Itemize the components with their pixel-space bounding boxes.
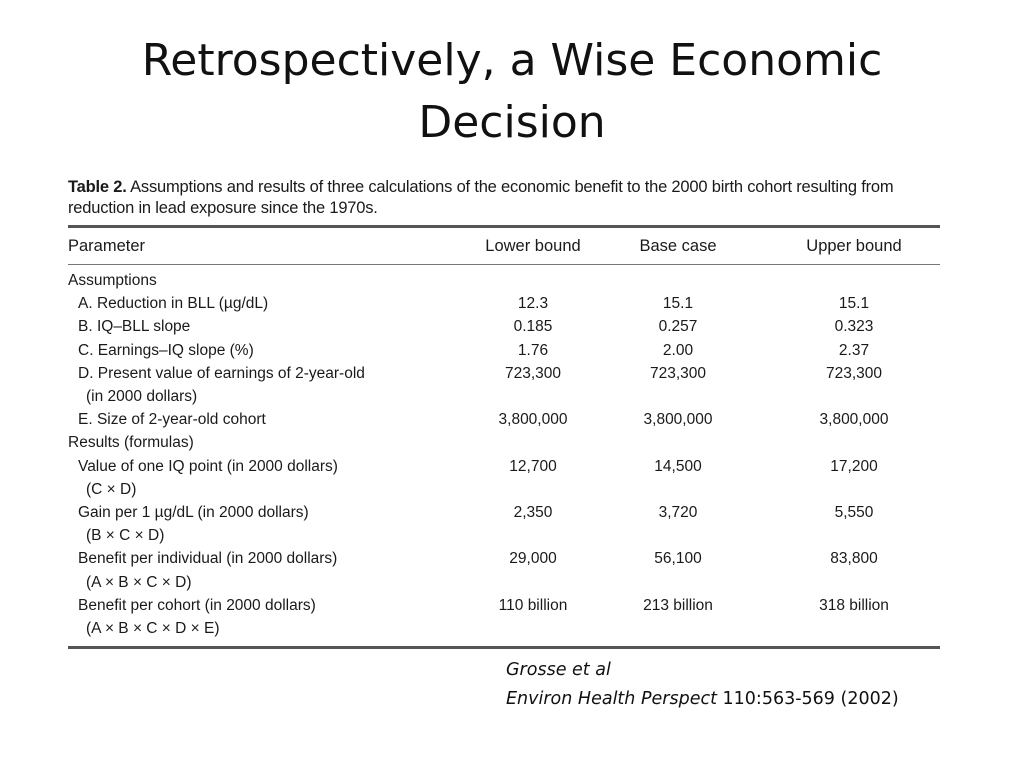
header-lower-bound: Lower bound [485, 236, 581, 255]
row-upper-bound: 2.37 [838, 341, 870, 359]
slide-title: Retrospectively, a Wise Economic Decisio… [0, 30, 1024, 154]
row-base-case: 3,800,000 [643, 411, 713, 429]
row-upper-bound: 0.323 [834, 318, 874, 336]
header-parameter: Parameter [68, 236, 146, 255]
row-upper-bound: 723,300 [825, 364, 883, 382]
header-upper-bound: Upper bound [806, 236, 902, 255]
header-base-case: Base case [639, 236, 717, 255]
row-lower-bound: 29,000 [509, 550, 557, 568]
citation-authors: Grosse et al [506, 660, 611, 680]
row-label-continuation: (C × D) [86, 480, 137, 498]
table-row-continuation: (C × D) [68, 478, 940, 501]
row-lower-bound: 110 billion [498, 596, 568, 614]
row-label: A. Reduction in BLL (µg/dL) [78, 295, 269, 313]
row-lower-bound: 723,300 [504, 364, 562, 382]
row-label: Value of one IQ point (in 2000 dollars) [78, 457, 338, 475]
row-lower-bound: 2,350 [513, 504, 553, 522]
table-row: Gain per 1 µg/dL (in 2000 dollars) 2,350 3… [68, 501, 940, 524]
row-upper-bound: 5,550 [834, 504, 874, 522]
table-caption-label: Table 2. [68, 178, 127, 196]
table-row: Benefit per cohort (in 2000 dollars) 110 … [68, 594, 940, 617]
row-lower-bound: 12,700 [509, 457, 557, 475]
citation-journal: Environ Health Perspect [506, 689, 717, 709]
slide-title-line-2: Decision [418, 97, 606, 148]
row-label-continuation: (A × B × C × D) [86, 573, 192, 591]
section-assumptions: Assumptions [68, 272, 157, 289]
row-upper-bound: 318 billion [819, 596, 889, 614]
row-base-case: 723,300 [649, 364, 707, 382]
row-lower-bound: 12.3 [517, 295, 549, 313]
row-base-case: 2.00 [662, 341, 694, 359]
row-upper-bound: 3,800,000 [819, 411, 889, 429]
row-label: E. Size of 2-year-old cohort [78, 411, 266, 429]
table-figure: Table 2. Assumptions and results of thre… [68, 177, 940, 650]
benefit-table: Parameter Lower bound Base case Upper bo… [68, 228, 940, 264]
table-row-continuation: (A × B × C × D) [68, 571, 940, 594]
row-upper-bound: 83,800 [830, 550, 878, 568]
table-caption: Table 2. Assumptions and results of thre… [68, 177, 940, 219]
row-lower-bound: 1.76 [517, 341, 549, 359]
row-lower-bound: 3,800,000 [498, 411, 568, 429]
row-label-continuation: (in 2000 dollars) [86, 388, 198, 406]
row-label: D. Present value of earnings of 2-year-o… [78, 364, 365, 382]
row-label: B. IQ–BLL slope [78, 318, 191, 336]
row-base-case: 0.257 [658, 318, 698, 336]
table-row: Benefit per individual (in 2000 dollars)… [68, 547, 940, 570]
row-upper-bound: 15.1 [838, 295, 870, 313]
benefit-table-body: Assumptions A. Reduction in BLL (µg/dL) 1… [68, 265, 940, 640]
table-header-row: Parameter Lower bound Base case Upper bo… [68, 228, 940, 264]
row-label: Benefit per cohort (in 2000 dollars) [78, 596, 316, 614]
table-row-continuation: (A × B × C × D × E) [68, 617, 940, 640]
table-row: B. IQ–BLL slope 0.185 0.257 0.323 [68, 315, 940, 338]
table-row: C. Earnings–IQ slope (%) 1.76 2.00 2.37 [68, 339, 940, 362]
section-row-results: Results (formulas) [68, 431, 940, 454]
table-row: A. Reduction in BLL (µg/dL) 12.3 15.1 15.1 [68, 292, 940, 315]
row-base-case: 56,100 [654, 550, 702, 568]
slide-title-line-1: Retrospectively, a Wise Economic [141, 35, 883, 86]
table-bottom-rule [68, 646, 940, 650]
row-base-case: 3,720 [658, 504, 698, 522]
table-header-rule [68, 264, 940, 265]
row-base-case: 213 billion [643, 596, 713, 614]
row-label: C. Earnings–IQ slope (%) [78, 341, 254, 359]
citation-reference: 110:563-569 (2002) [716, 689, 899, 709]
row-base-case: 14,500 [654, 457, 702, 475]
table-row-continuation: (in 2000 dollars) [68, 385, 940, 408]
row-upper-bound: 17,200 [830, 457, 878, 475]
row-label: Benefit per individual (in 2000 dollars) [78, 550, 338, 568]
table-row: D. Present value of earnings of 2-year-o… [68, 362, 940, 385]
section-row-assumptions: Assumptions [68, 269, 940, 292]
table-caption-text: Assumptions and results of three calcula… [68, 178, 894, 217]
section-results: Results (formulas) [68, 434, 194, 452]
table-row: E. Size of 2-year-old cohort 3,800,000 3,8… [68, 408, 940, 431]
row-base-case: 15.1 [662, 295, 694, 313]
table-row: Value of one IQ point (in 2000 dollars) 1… [68, 455, 940, 478]
table-row-continuation: (B × C × D) [68, 524, 940, 547]
row-label-continuation: (A × B × C × D × E) [86, 620, 220, 638]
citation: Grosse et al Environ Health Perspect 110… [506, 656, 899, 714]
row-label-continuation: (B × C × D) [86, 527, 165, 545]
table-top-rule [68, 225, 940, 228]
row-lower-bound: 0.185 [513, 318, 553, 336]
row-label: Gain per 1 µg/dL (in 2000 dollars) [78, 504, 309, 522]
